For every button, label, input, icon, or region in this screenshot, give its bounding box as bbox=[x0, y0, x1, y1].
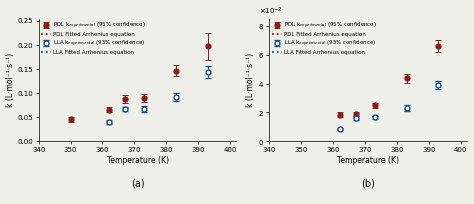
X-axis label: Temperature (K): Temperature (K) bbox=[337, 156, 399, 165]
Text: (b): (b) bbox=[361, 178, 375, 188]
Y-axis label: k (L·mol⁻¹·s⁻¹): k (L·mol⁻¹·s⁻¹) bbox=[246, 53, 255, 107]
X-axis label: Temperature (K): Temperature (K) bbox=[107, 156, 169, 165]
Legend: PDL k$_{experimental}$ (95% confidence), PDL Fitted Arrhenius equation, LLA k$_{: PDL k$_{experimental}$ (95% confidence),… bbox=[271, 20, 377, 56]
Y-axis label: k (L·mol⁻¹·s⁻¹): k (L·mol⁻¹·s⁻¹) bbox=[6, 53, 15, 107]
Text: (a): (a) bbox=[131, 178, 144, 188]
Legend: PDL k$_{experimental}$ (95% confidence), PDL Fitted Arrhenius equation, LLA k$_{: PDL k$_{experimental}$ (95% confidence),… bbox=[40, 20, 146, 56]
